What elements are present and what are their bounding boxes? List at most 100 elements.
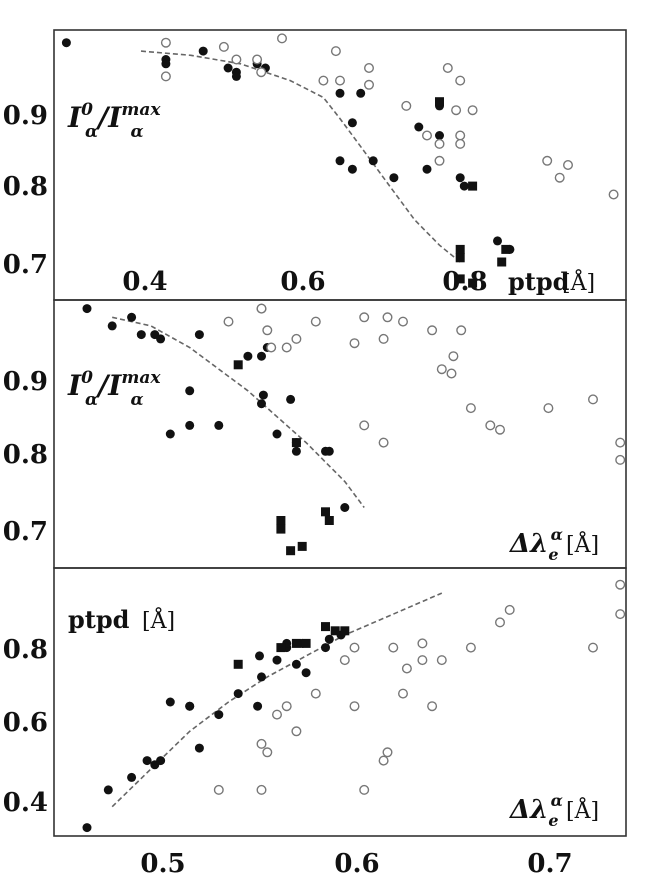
panel3-filled-square-point <box>233 659 243 669</box>
panel2-open-circle-point <box>448 351 459 362</box>
panel1-filled-circle-point <box>347 118 357 128</box>
panel3-open-circle-point <box>256 738 267 749</box>
panel3-filled-circle-point <box>82 823 92 833</box>
panel1-filled-circle-point <box>422 164 432 174</box>
panel3-open-circle-point <box>465 642 476 653</box>
panel2-open-circle-point <box>291 333 302 344</box>
panel3-open-circle-point <box>495 617 506 628</box>
panel2-ytick-0: 0.7 <box>3 517 48 547</box>
panel3-open-circle-point <box>427 701 438 712</box>
chart-marks <box>61 33 626 833</box>
panel2-open-circle-point <box>262 325 273 336</box>
panel2-open-circle-point <box>588 394 599 405</box>
panel2-open-circle-point <box>485 420 496 431</box>
panel2-filled-circle-point <box>194 330 204 340</box>
panel1-open-circle-point <box>554 172 565 183</box>
panel3-filled-square-point <box>321 622 330 632</box>
panel3-filled-circle-point <box>185 701 195 711</box>
panel2-open-circle-point <box>495 424 506 435</box>
panel3-filled-circle-point <box>272 655 282 665</box>
panel2-filled-square-point <box>233 360 243 370</box>
panel2-open-circle-point <box>266 342 277 353</box>
panel1-open-circle-point <box>364 63 375 74</box>
panel3-filled-circle-point <box>291 659 301 669</box>
panel3-filled-circle-point <box>255 651 264 661</box>
panel2-open-circle-point <box>456 325 467 336</box>
panel2-filled-circle-point <box>324 446 334 456</box>
panel3-filled-circle-point <box>214 710 224 720</box>
panel1-open-circle-point <box>218 41 229 52</box>
panel3-open-circle-point <box>339 655 350 666</box>
panel2-open-circle-point <box>446 368 457 379</box>
panel1-filled-square-point <box>501 244 511 254</box>
panel3-open-circle-point <box>378 755 389 766</box>
panel1-open-circle-point <box>231 54 242 65</box>
panel2-open-circle-point <box>398 316 409 327</box>
panel3-open-circle-point <box>213 784 224 795</box>
panel1-ytick-1: 0.8 <box>3 172 48 202</box>
panel3-open-circle-point <box>382 747 393 758</box>
panel2-ytick-1: 0.8 <box>3 440 48 470</box>
panel2-filled-circle-point <box>165 429 175 439</box>
panel2-filled-circle-point <box>214 420 224 430</box>
panel1-filled-circle-point <box>356 88 366 98</box>
panel3-filled-square-point <box>291 638 301 648</box>
panel1-filled-square-point <box>455 253 465 263</box>
panel3-filled-square-point <box>330 626 340 636</box>
panel2-filled-circle-point <box>258 390 268 400</box>
panel3-open-circle-point <box>615 609 626 620</box>
panel2-filled-square-point <box>286 546 296 556</box>
panel2-open-circle-point <box>615 437 626 448</box>
panel3-open-circle-point <box>281 701 292 712</box>
panel1-xtick-0: 0.4 <box>122 267 167 297</box>
panel2-open-circle-point <box>378 333 389 344</box>
panel2-filled-circle-point <box>127 312 137 322</box>
panel1-filled-circle-point <box>61 38 71 48</box>
panel1-open-circle-point <box>252 54 263 65</box>
panel2-filled-square-point <box>324 516 334 525</box>
panel3-ylabel-unit: [Å] <box>142 606 175 634</box>
panel3-open-circle-point <box>436 655 447 666</box>
panel3-filled-circle-point <box>194 743 204 753</box>
panel1-filled-circle-point <box>368 156 378 166</box>
panel2-filled-square-point <box>291 438 301 448</box>
panel3-filled-circle-point <box>165 697 175 707</box>
panel3-filled-circle-point <box>233 689 243 699</box>
panel1-filled-circle-point <box>223 63 233 73</box>
panel1-ylabel: I0 α/Imax α <box>67 100 161 142</box>
panel1-filled-square-point <box>468 278 478 288</box>
panel1-filled-circle-point <box>459 181 469 191</box>
panel1-open-circle-point <box>434 155 445 166</box>
panel1-open-circle-point <box>256 67 267 78</box>
panel3-xtick-1: 0.6 <box>334 849 379 879</box>
panel1-filled-square-point <box>455 244 465 254</box>
panel2-open-circle-point <box>349 338 360 349</box>
panel1-open-circle-point <box>277 33 288 44</box>
panel2-filled-circle-point <box>257 351 266 361</box>
panel2-open-circle-point <box>615 454 626 465</box>
panel2-filled-circle-point <box>257 399 266 409</box>
panel3-open-circle-point <box>504 604 515 615</box>
panel2-open-circle-point <box>281 342 292 353</box>
panel2-open-circle-point <box>427 325 438 336</box>
panel1-filled-square-point <box>468 181 478 191</box>
panel2-filled-square-point <box>297 541 307 551</box>
panel1-open-circle-point <box>455 130 466 141</box>
panel3-open-circle-point <box>262 747 273 758</box>
panel3-open-circle-point <box>398 688 409 699</box>
panel3-open-circle-point <box>615 579 626 590</box>
panel3-open-circle-point <box>256 784 267 795</box>
panel1-open-circle-point <box>563 159 574 170</box>
panel3-xlabel: Δλeα [Å] <box>508 791 599 830</box>
panel3-trend-line <box>111 592 443 808</box>
panel2-open-circle-point <box>310 316 321 327</box>
panel2-filled-circle-point <box>286 394 296 404</box>
panel2-open-circle-point <box>382 312 393 323</box>
panel3-xtick-0: 0.5 <box>140 849 185 879</box>
panel2-filled-circle-point <box>291 446 301 456</box>
panel3-open-circle-point <box>401 663 412 674</box>
panel3-filled-circle-point <box>324 634 334 644</box>
panel1-filled-circle-point <box>493 236 502 246</box>
panel2-filled-circle-point <box>272 429 282 439</box>
